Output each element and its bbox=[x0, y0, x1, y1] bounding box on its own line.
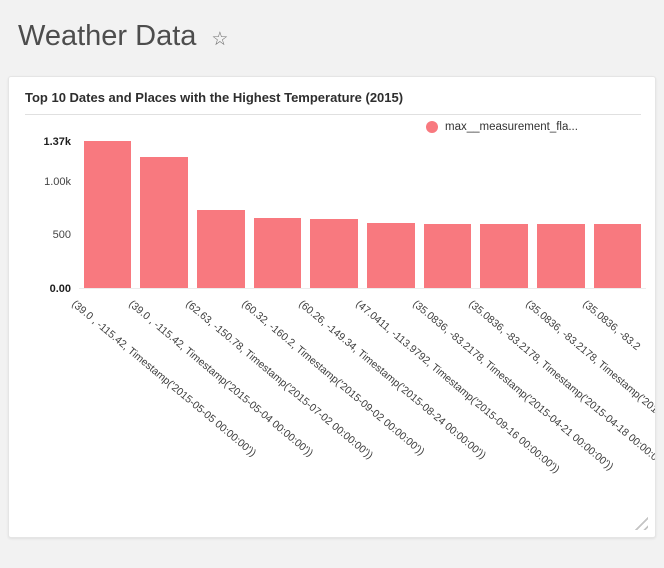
x-axis-tick-label: (35.0836, -83.2 bbox=[579, 298, 643, 353]
bar[interactable] bbox=[310, 219, 358, 288]
x-axis-line bbox=[79, 288, 646, 289]
y-axis-tick-label: 1.37k bbox=[43, 136, 71, 148]
bar-chart-plot-area: max__measurement_fla... 1.37k 1.00k 500 0.0… bbox=[9, 77, 655, 537]
title-divider bbox=[25, 114, 641, 115]
bar[interactable] bbox=[83, 141, 132, 288]
legend-item[interactable]: max__measurement_fla... bbox=[426, 121, 578, 133]
x-axis-tick-label: (62.63, -150.78, Timestamp('2015-07-02 0… bbox=[183, 298, 375, 462]
bar[interactable] bbox=[367, 223, 415, 288]
bar[interactable] bbox=[196, 210, 245, 288]
x-axis-tick-label: (47.0411, -113.9792, Timestamp('2015-09-… bbox=[353, 298, 562, 476]
bar[interactable] bbox=[140, 156, 188, 288]
resize-grip-icon bbox=[633, 515, 648, 530]
legend-series-dot-icon bbox=[426, 121, 438, 133]
x-axis-tick-label: (35.0836, -83.2178, Timestamp('2015-04-2… bbox=[409, 298, 616, 473]
bar[interactable] bbox=[480, 224, 529, 288]
legend-series-label: max__measurement_fla... bbox=[445, 121, 578, 133]
bar[interactable] bbox=[423, 223, 472, 288]
bar[interactable] bbox=[537, 224, 585, 288]
y-axis-tick-label: 500 bbox=[52, 229, 71, 242]
chart-widget-card: Top 10 Dates and Places with the Highest… bbox=[8, 76, 656, 538]
page-title: Weather Data bbox=[18, 20, 197, 53]
dashboard-header: Weather Data ☆ bbox=[0, 0, 664, 60]
chart-title: Top 10 Dates and Places with the Highest… bbox=[25, 90, 404, 105]
y-axis-tick-label: 1.00k bbox=[44, 175, 71, 188]
widget-resize-handle[interactable] bbox=[633, 515, 648, 530]
bar[interactable] bbox=[253, 218, 302, 288]
favorite-star-icon[interactable]: ☆ bbox=[211, 28, 229, 50]
bar[interactable] bbox=[593, 224, 642, 288]
y-axis-tick-label: 0.00 bbox=[49, 283, 71, 295]
